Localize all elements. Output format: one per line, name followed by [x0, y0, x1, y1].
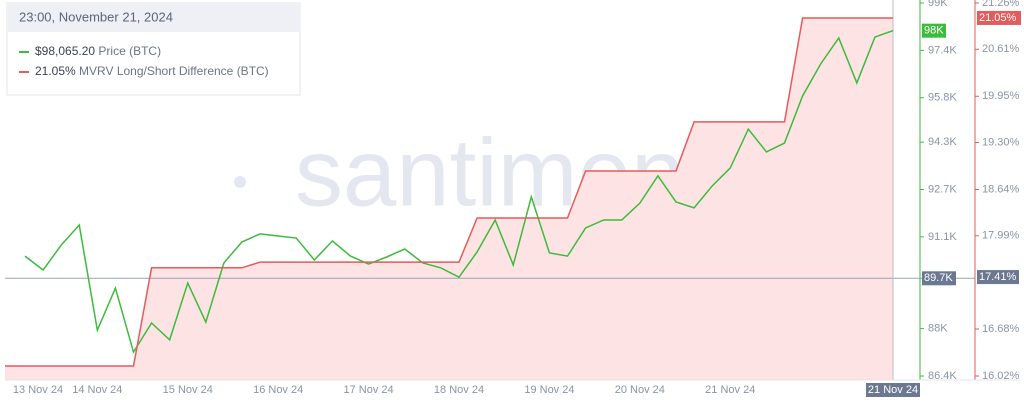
y-tick-label: 88K — [928, 323, 948, 335]
y-tick-label: 92.7K — [928, 183, 957, 195]
y-badge-bg — [922, 23, 946, 38]
legend-value: $98,065.20 — [35, 44, 95, 58]
x-tick-label: 17 Nov 24 — [344, 384, 394, 396]
y-tick-label: 99K — [928, 0, 948, 9]
crosshair-y2-badge: 17.41% — [979, 271, 1017, 283]
y2-tick-label: 16.68% — [982, 323, 1020, 335]
y2-tick-label: 19.95% — [982, 90, 1020, 102]
crosshair-y-badge: 89.7K — [924, 272, 953, 284]
y-badge: 98K — [924, 25, 944, 37]
cursor-date-bg — [866, 383, 920, 397]
x-tick-label: 19 Nov 24 — [524, 384, 574, 396]
y2-tick-label: 20.61% — [982, 43, 1020, 55]
x-tick-label: 15 Nov 24 — [163, 384, 213, 396]
legend-name: MVRV Long/Short Difference (BTC) — [79, 64, 269, 78]
y-tick-label: 86.4K — [928, 370, 957, 382]
x-tick-label: 14 Nov 24 — [72, 384, 122, 396]
x-tick-label: 16 Nov 24 — [253, 384, 303, 396]
legend-time: 23:00, November 21, 2024 — [19, 9, 173, 24]
watermark-dot — [234, 176, 246, 188]
x-tick-label: 18 Nov 24 — [434, 384, 484, 396]
legend-entry: 21.05% MVRV Long/Short Difference (BTC) — [35, 64, 269, 78]
legend-name: Price (BTC) — [98, 44, 161, 58]
y-tick-label: 91.1K — [928, 231, 957, 243]
x-tick-label: 20 Nov 24 — [615, 384, 665, 396]
series-line — [24, 29, 894, 354]
legend-value: 21.05% — [35, 64, 76, 78]
y-tick-label: 95.8K — [928, 92, 957, 104]
x-tick-label: 13 Nov 24 — [13, 384, 63, 396]
y2-tick-label: 21.26% — [982, 0, 1020, 9]
crosshair-y2-badge-bg — [977, 270, 1019, 285]
crosshair-y-badge-bg — [922, 271, 956, 286]
y2-badge-bg — [977, 10, 1021, 25]
y2-tick-label: 18.64% — [982, 183, 1020, 195]
y2-tick-label: 17.99% — [982, 230, 1020, 242]
y2-badge: 21.05% — [979, 12, 1017, 24]
y2-tick-label: 16.02% — [982, 370, 1020, 382]
legend-header — [8, 4, 299, 32]
y2-tick-label: 19.30% — [982, 136, 1020, 148]
series-line — [5, 17, 893, 367]
y-tick-label: 94.3K — [928, 136, 957, 148]
legend-entry: $98,065.20 Price (BTC) — [35, 44, 161, 58]
x-tick-label: 21 Nov 24 — [705, 384, 755, 396]
cursor-date: 21 Nov 24 — [868, 384, 918, 396]
area — [5, 17, 893, 380]
plot-area — [5, 0, 975, 380]
legend: 23:00, November 21, 2024 $98,065.20 Pric… — [6, 2, 301, 96]
y-tick-label: 97.4K — [928, 44, 957, 56]
